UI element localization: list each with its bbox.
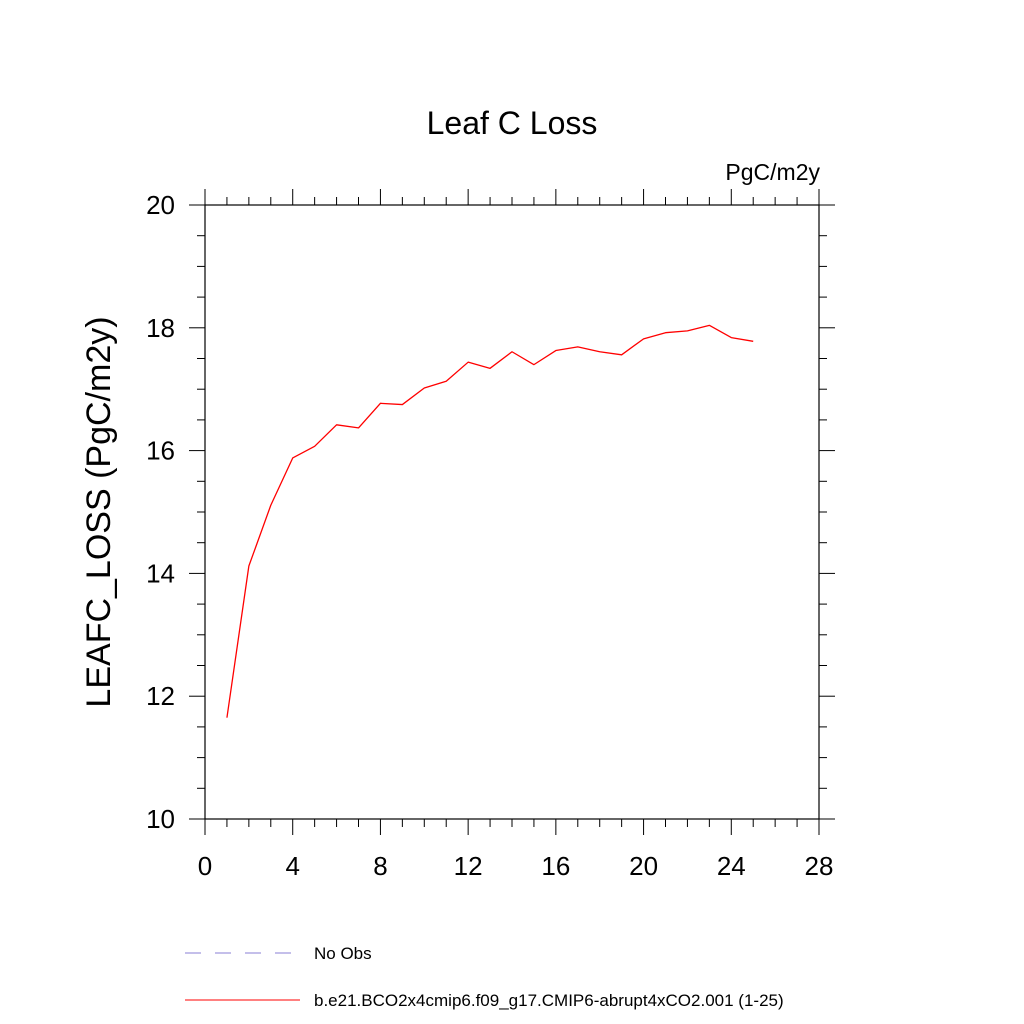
y-tick-label: 12 (146, 681, 175, 711)
legend-label-model: b.e21.BCO2x4cmip6.f09_g17.CMIP6-abrupt4x… (314, 991, 784, 1010)
x-tick-label: 8 (373, 851, 387, 881)
units-label: PgC/m2y (725, 159, 820, 185)
x-tick-label: 16 (541, 851, 570, 881)
plot-area-frame (204, 204, 820, 820)
y-tick-label: 14 (146, 558, 175, 588)
y-tick-label: 20 (146, 190, 175, 220)
chart-title: Leaf C Loss (427, 105, 598, 141)
y-tick-label: 16 (146, 436, 175, 466)
y-tick-label: 10 (146, 804, 175, 834)
y-tick-label: 18 (146, 313, 175, 343)
series-line-0 (226, 324, 754, 718)
axis-tick-labels: 0 4 8 12 16 20 24 28 10 12 14 16 18 20 (146, 190, 833, 881)
legend: No Obs b.e21.BCO2x4cmip6.f09_g17.CMIP6-a… (185, 944, 784, 1010)
y-axis-label: LEAFC_LOSS (PgC/m2y) (80, 316, 118, 707)
x-tick-label: 20 (629, 851, 658, 881)
x-tick-label: 24 (717, 851, 746, 881)
axis-ticks (189, 189, 835, 835)
x-tick-label: 4 (285, 851, 299, 881)
series-layer (226, 324, 754, 718)
x-tick-label: 28 (805, 851, 834, 881)
x-tick-label: 0 (198, 851, 212, 881)
legend-label-no-obs: No Obs (314, 944, 372, 963)
x-tick-label: 12 (454, 851, 483, 881)
